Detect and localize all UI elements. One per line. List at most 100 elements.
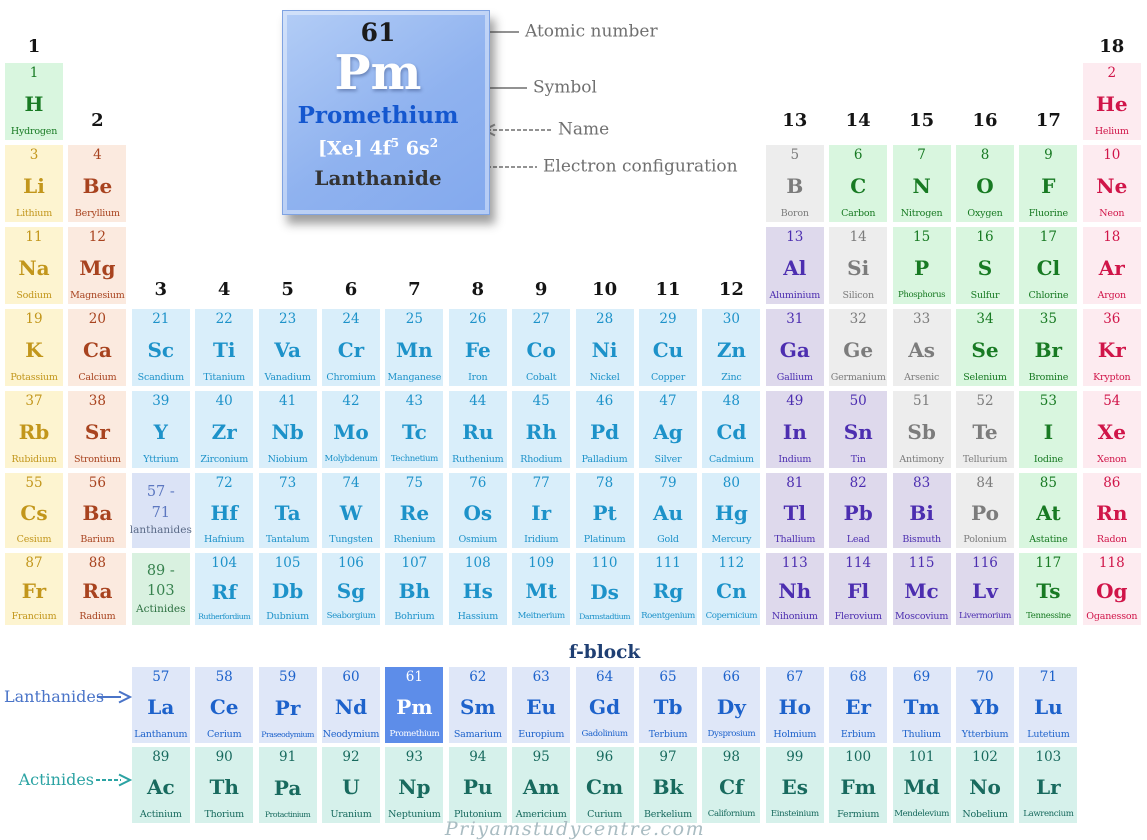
annotation-electron-configuration: Electron configuration xyxy=(543,156,738,177)
element-number: 89 xyxy=(152,749,170,765)
element-name: Americium xyxy=(515,808,567,820)
element-cell-sr: 38 Sr Strontium xyxy=(68,391,127,468)
element-number: 96 xyxy=(596,749,614,765)
element-cell-te: 52 Te Tellurium xyxy=(956,391,1014,468)
element-cell-u: 92 U Uranium xyxy=(322,747,380,823)
element-cell-ba: 56 Ba Barium xyxy=(68,473,127,548)
element-name: Strontium xyxy=(73,453,121,465)
element-number: 55 xyxy=(25,475,43,491)
element-name: Scandium xyxy=(137,371,184,383)
element-number: 57 xyxy=(152,669,170,685)
element-cell-er: 68 Er Erbium xyxy=(829,667,888,743)
element-number: 59 xyxy=(279,669,297,685)
element-number: 54 xyxy=(1103,393,1121,409)
element-name: Holmium xyxy=(773,728,817,740)
element-cell-sm: 62 Sm Samarium xyxy=(448,667,507,743)
element-cell-ni: 28 Ni Nickel xyxy=(575,309,634,386)
element-cell-au: 79 Au Gold xyxy=(639,473,697,548)
element-number: 76 xyxy=(469,475,487,491)
group-label-7: 7 xyxy=(408,279,421,300)
element-symbol: No xyxy=(969,775,1001,799)
element-cell-p: 15 P Phosphorus xyxy=(892,227,951,304)
element-cell-cf: 98 Cf Californium xyxy=(702,747,761,823)
element-cell-ac: 89 Ac Actinium xyxy=(131,747,190,823)
element-name: Bismuth xyxy=(902,533,941,545)
element-symbol: Pd xyxy=(590,419,620,444)
element-number: 46 xyxy=(596,393,614,409)
group-label-11: 11 xyxy=(655,279,681,300)
element-name: Darmstadtium xyxy=(579,612,631,622)
element-name: Yttrium xyxy=(143,453,179,465)
element-number: 40 xyxy=(215,393,233,409)
element-cell-ce: 58 Ce Cerium xyxy=(195,667,254,743)
element-number: 85 xyxy=(1039,475,1057,491)
element-symbol: N xyxy=(912,173,931,198)
element-symbol: Ir xyxy=(531,500,552,525)
element-name: Oganesson xyxy=(1086,610,1138,622)
element-cell-c: 6 C Carbon xyxy=(829,145,888,222)
element-number: 101 xyxy=(908,749,935,765)
element-symbol: Pt xyxy=(592,500,617,525)
element-number: 41 xyxy=(279,393,297,409)
element-name: Potassium xyxy=(10,371,58,383)
element-name: Lithium xyxy=(15,207,53,219)
element-name: Gallium xyxy=(776,371,813,383)
element-cell-al: 13 Al Aluminium xyxy=(765,227,824,304)
element-number: 61 xyxy=(405,669,423,685)
element-symbol: Mo xyxy=(333,419,369,444)
element-cell-ne: 10 Ne Neon xyxy=(1082,145,1141,222)
element-name: Plutonium xyxy=(454,808,502,820)
group-label-17: 17 xyxy=(1035,110,1061,131)
element-name: Beryllium xyxy=(74,207,120,219)
element-cell-pr: 59 Pr Praseodymium xyxy=(258,667,317,743)
element-name: Nitrogen xyxy=(900,207,943,219)
element-name: Cadmium xyxy=(708,453,754,465)
element-number: 110 xyxy=(591,555,618,571)
element-symbol: Ni xyxy=(591,337,618,362)
element-symbol: Lv xyxy=(972,579,998,604)
element-name: Iron xyxy=(468,371,488,383)
element-number: 88 xyxy=(88,555,106,571)
element-symbol: Fr xyxy=(21,579,47,603)
element-name: Boron xyxy=(780,207,809,219)
element-cell-zn: 30 Zn Zinc xyxy=(702,309,761,386)
element-cell-s: 16 S Sulfur xyxy=(956,227,1014,304)
element-name: Radon xyxy=(1096,533,1127,545)
element-symbol: Zn xyxy=(716,337,746,362)
element-name: Sodium xyxy=(16,289,52,301)
element-symbol: Ce xyxy=(209,695,239,719)
element-number: 115 xyxy=(908,555,935,571)
element-cell-be: 4 Be Beryllium xyxy=(68,145,127,222)
element-symbol: Sm xyxy=(459,695,496,719)
element-cell-ga: 31 Ga Gallium xyxy=(765,309,824,386)
element-symbol: Cd xyxy=(716,419,747,444)
element-cell-tb: 65 Tb Terbium xyxy=(639,667,697,743)
element-number: 117 xyxy=(1035,555,1062,571)
element-symbol: Pr xyxy=(274,695,301,720)
element-number: 26 xyxy=(469,311,487,327)
element-cell-o: 8 O Oxygen xyxy=(956,145,1014,222)
element-cell-tc: 43 Tc Technetium xyxy=(385,391,444,468)
element-symbol: Pa xyxy=(273,775,302,800)
element-symbol: Os xyxy=(463,500,493,525)
element-symbol: Ba xyxy=(82,500,113,525)
element-name: Mendelevium xyxy=(894,809,949,820)
element-number: 24 xyxy=(342,311,360,327)
element-name: Molybdenum xyxy=(324,454,378,465)
element-number: 6 xyxy=(853,147,863,163)
element-cell-co: 27 Co Cobalt xyxy=(512,309,571,386)
element-number: 97 xyxy=(659,749,677,765)
element-name: Seaborgium xyxy=(326,611,376,622)
element-number: 2 xyxy=(1107,65,1117,81)
element-symbol: Te xyxy=(972,419,998,444)
element-symbol: Yb xyxy=(970,695,1000,719)
element-symbol: Tb xyxy=(653,695,683,719)
element-cell-zr: 40 Zr Zirconium xyxy=(195,391,254,468)
element-number: 112 xyxy=(718,555,745,571)
element-cell-f: 9 F Fluorine xyxy=(1019,145,1078,222)
element-name: Chlorine xyxy=(1028,289,1069,301)
element-number: 92 xyxy=(342,749,360,765)
element-number: 93 xyxy=(405,749,423,765)
group-label-16: 16 xyxy=(972,110,998,131)
element-name: Phosphorus xyxy=(898,290,946,301)
